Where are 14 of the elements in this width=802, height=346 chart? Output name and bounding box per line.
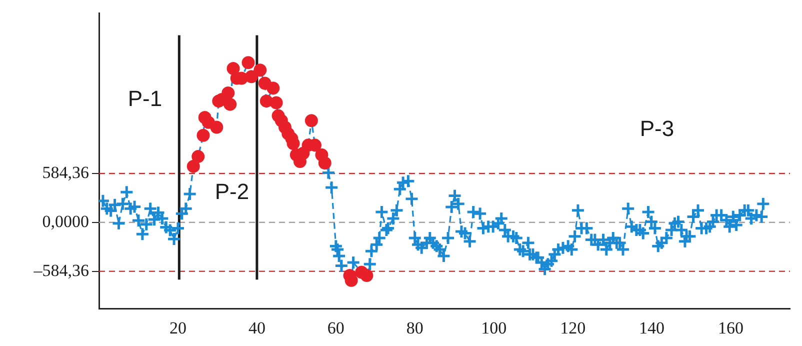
y-tick-label: 0,0000: [42, 212, 89, 231]
x-tick-label: 100: [481, 318, 507, 338]
x-tick-label: 140: [639, 318, 665, 338]
x-tick-label: 40: [248, 318, 266, 338]
y-tick-label: 584,36: [42, 162, 89, 182]
y-tick-label: –584,36: [32, 260, 89, 280]
annotation: P-2: [214, 179, 250, 204]
x-tick-label: 120: [560, 318, 586, 338]
annotation: P-1: [128, 86, 162, 112]
annotation: P-3: [640, 116, 674, 142]
x-tick-label: 80: [406, 318, 424, 338]
x-tick-label: 160: [718, 318, 744, 338]
x-tick-label: 60: [327, 318, 344, 338]
x-tick-label: 20: [169, 318, 186, 338]
